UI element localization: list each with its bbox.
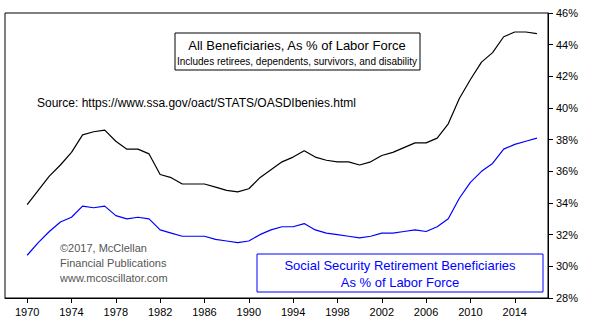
svg-text:All Beneficiaries, As % of Lab: All Beneficiaries, As % of Labor Force [188,38,406,53]
svg-text:2014: 2014 [503,306,527,318]
svg-text:34%: 34% [556,197,578,209]
svg-text:44%: 44% [556,39,578,51]
svg-text:28%: 28% [556,292,578,304]
svg-text:30%: 30% [556,260,578,272]
svg-text:42%: 42% [556,70,578,82]
svg-text:1970: 1970 [15,306,39,318]
svg-text:©2017, McClellan: ©2017, McClellan [60,242,147,254]
svg-text:1978: 1978 [104,306,128,318]
svg-text:1982: 1982 [148,306,172,318]
svg-text:Includes retirees, dependents,: Includes retirees, dependents, survivors… [177,56,417,67]
svg-text:Financial Publications: Financial Publications [60,257,167,269]
svg-text:2006: 2006 [414,306,438,318]
svg-text:Source: https://www.ssa.gov/oa: Source: https://www.ssa.gov/oact/STATS/O… [37,96,356,110]
svg-text:1974: 1974 [59,306,83,318]
svg-text:36%: 36% [556,165,578,177]
svg-text:1994: 1994 [281,306,305,318]
svg-text:1986: 1986 [192,306,216,318]
svg-text:2010: 2010 [458,306,482,318]
svg-text:38%: 38% [556,134,578,146]
svg-text:46%: 46% [556,7,578,19]
svg-text:32%: 32% [556,229,578,241]
svg-text:Social Security Retirement Ben: Social Security Retirement Beneficiaries [284,258,516,273]
svg-text:www.mcoscillator.com: www.mcoscillator.com [59,272,168,284]
svg-text:1998: 1998 [325,306,349,318]
svg-text:1990: 1990 [237,306,261,318]
svg-text:As % of Labor Force: As % of Labor Force [341,275,460,290]
svg-text:40%: 40% [556,102,578,114]
svg-text:2002: 2002 [370,306,394,318]
